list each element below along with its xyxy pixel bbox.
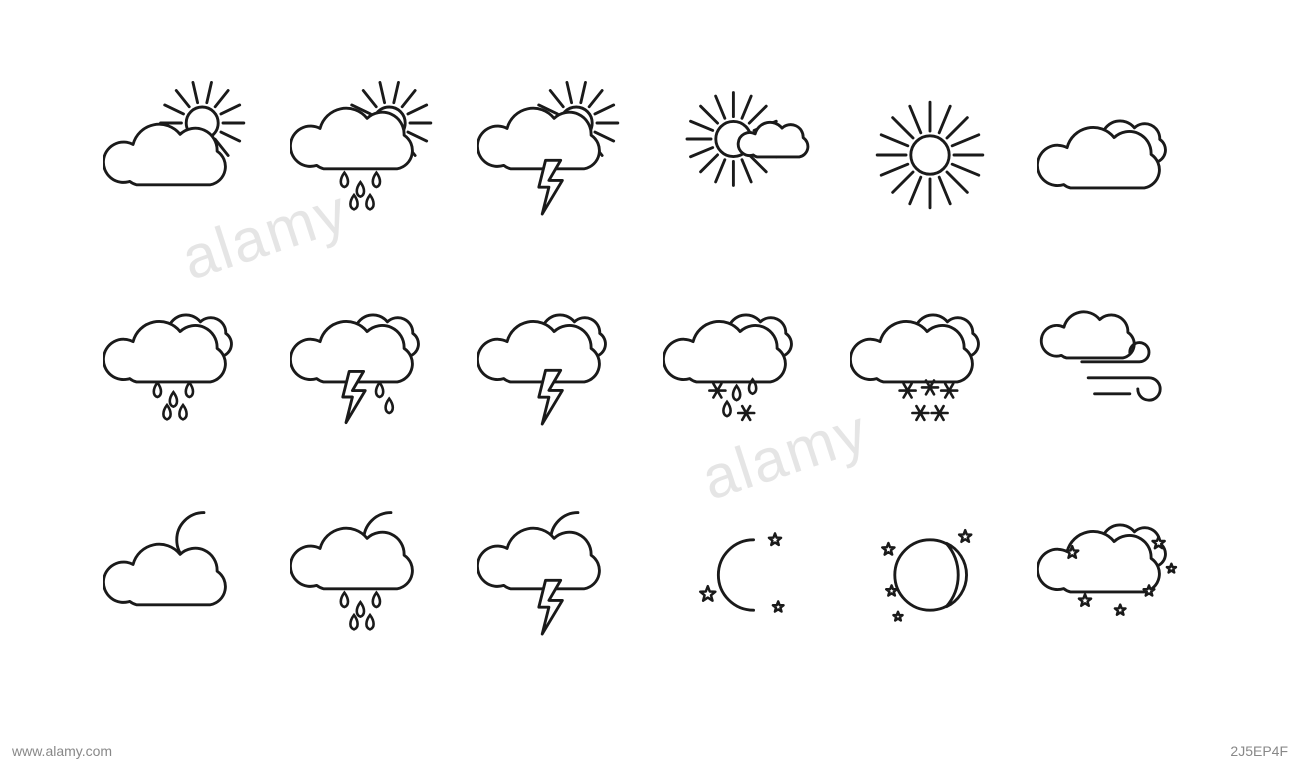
cloud-lightning-icon [463,270,650,460]
cloudy-icon [1023,60,1210,250]
cloud-stars-icon [1023,480,1210,670]
cloud-wind-icon [1023,270,1210,460]
image-ref: 2J5EP4F [1230,743,1288,759]
partly-cloudy-day-icon [90,60,277,250]
moon-cloud-lightning-icon [463,480,650,670]
moon-full-stars-icon [837,480,1024,670]
moon-stars-icon [650,480,837,670]
cloud-snow-icon [837,270,1024,460]
sun-cloud-rain-icon [277,60,464,250]
sunny-icon [837,60,1024,250]
moon-cloud-rain-icon [277,480,464,670]
cloud-rain-icon [90,270,277,460]
cloud-sleet-icon [650,270,837,460]
sun-cloud-lightning-icon [463,60,650,250]
cloud-lightning-rain-icon [277,270,464,460]
weather-icon-grid [90,60,1210,670]
image-source: www.alamy.com [12,743,112,759]
partly-cloudy-night-icon [90,480,277,670]
sun-behind-small-cloud-icon [650,60,837,250]
